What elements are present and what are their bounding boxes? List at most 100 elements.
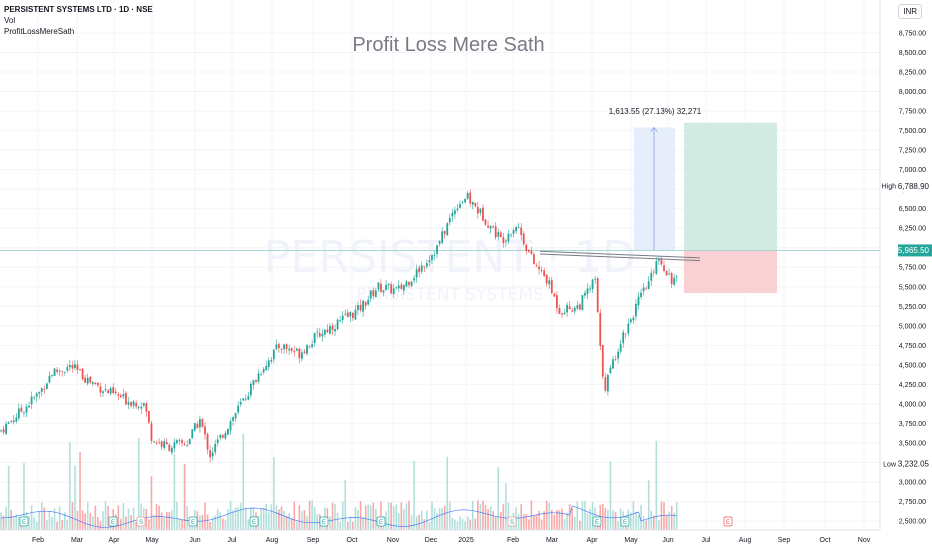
- candle-body: [619, 344, 622, 352]
- candle-body: [420, 265, 423, 272]
- candle-body: [137, 407, 140, 408]
- earnings-icon-glyph: E: [191, 520, 195, 526]
- candle-body: [247, 396, 250, 400]
- candle-body: [301, 352, 303, 359]
- candle-body: [53, 368, 56, 377]
- candle-body: [507, 233, 510, 242]
- volume-bar: [104, 501, 107, 530]
- candle-body: [150, 423, 153, 441]
- candle-body: [556, 295, 558, 309]
- volume-bar: [561, 508, 563, 530]
- volume-bar: [288, 513, 290, 530]
- candle-body: [68, 364, 71, 368]
- custom-indicator-label[interactable]: ProfitLossMereSath: [4, 27, 75, 36]
- price-axis[interactable]: 8,750.00 8,500.00 8,250.00 8,000.00 7,750.00…: [879, 0, 932, 530]
- volume-bar: [303, 510, 306, 530]
- volume-bar: [234, 507, 237, 530]
- volume-bar: [497, 467, 500, 530]
- candle-body: [487, 225, 489, 228]
- volume-bar: [617, 521, 619, 530]
- candle-body: [607, 374, 609, 392]
- volume-bar: [584, 500, 586, 530]
- volume-bar: [283, 510, 285, 530]
- volume-bar: [658, 520, 660, 530]
- candle-body: [517, 227, 520, 229]
- volume-bar: [489, 506, 492, 530]
- volume-bar: [456, 521, 459, 530]
- candle-body: [492, 226, 495, 228]
- candle-body: [527, 249, 530, 252]
- volume-bar: [33, 517, 35, 530]
- price-tick-label: 3,500.00: [899, 440, 926, 447]
- volume-bar: [48, 511, 51, 530]
- earnings-icon-glyph: E: [379, 520, 383, 526]
- currency-button[interactable]: INR: [898, 4, 922, 19]
- volume-indicator-label[interactable]: Vol: [4, 16, 16, 25]
- volume-bar: [89, 512, 92, 530]
- drawings[interactable]: [539, 250, 701, 262]
- volume-bar: [122, 502, 125, 530]
- candle-body: [229, 421, 232, 431]
- candle-body: [525, 244, 528, 251]
- volume-bar: [331, 502, 334, 530]
- axis-badge: [898, 457, 932, 470]
- candle-body: [23, 412, 25, 414]
- candle-body: [374, 290, 377, 298]
- candle-body: [578, 304, 581, 310]
- candle-body: [221, 435, 224, 438]
- candle-body: [635, 303, 637, 317]
- candle-body: [448, 217, 451, 223]
- volume-bar: [471, 500, 474, 530]
- volume-bar: [436, 512, 438, 530]
- volume-bar: [535, 514, 538, 530]
- candle-body: [142, 402, 145, 406]
- volume-bar: [474, 518, 477, 530]
- volume-bar: [306, 516, 308, 530]
- candle-body: [155, 442, 158, 444]
- candle-body: [673, 277, 676, 285]
- candle-body: [609, 367, 612, 374]
- candle-body: [176, 440, 178, 444]
- candle-body: [79, 369, 81, 370]
- candle-body: [334, 329, 336, 332]
- volume-bar: [454, 519, 456, 530]
- volume-bar: [451, 517, 454, 530]
- time-tick-label: Feb: [507, 537, 519, 544]
- candle-body: [0, 430, 2, 432]
- profit-zone: [684, 122, 777, 251]
- volume-bar: [132, 507, 135, 530]
- earnings-icon: [592, 516, 602, 527]
- volume-bar: [522, 514, 525, 530]
- volume-bar: [171, 509, 173, 530]
- volume-bar: [362, 516, 364, 530]
- candle-body: [17, 408, 20, 419]
- candle-body: [520, 227, 523, 236]
- earnings-icon: [620, 516, 630, 527]
- candle-body: [35, 393, 38, 397]
- candle-body: [675, 276, 678, 278]
- time-tick-label: Nov: [387, 537, 400, 544]
- candle-body: [260, 373, 262, 375]
- candle-body: [344, 313, 347, 315]
- volume-bar: [655, 440, 658, 530]
- time-tick-label: Oct: [347, 537, 358, 544]
- candle-body: [512, 230, 515, 234]
- candle-body: [354, 309, 357, 320]
- candle-body: [298, 348, 301, 359]
- volume-bar: [364, 505, 367, 530]
- volume-bar: [571, 508, 573, 530]
- volume-bar: [51, 516, 53, 530]
- candle-body: [308, 346, 311, 348]
- volume-bar: [30, 505, 33, 530]
- volume-bar: [640, 504, 642, 530]
- volume-bar: [290, 518, 293, 530]
- price-tick-label: 7,000.00: [899, 167, 926, 174]
- candle-body: [117, 394, 120, 396]
- symbol-title[interactable]: PERSISTENT SYSTEMS LTD · 1D · NSE: [4, 5, 153, 14]
- time-axis[interactable]: Feb Mar Apr May Jun Jul Aug Sep Oct Nov Dec 2025 Feb…: [0, 529, 880, 544]
- time-tick-label: Jun: [662, 537, 673, 544]
- candle-body: [566, 304, 568, 313]
- axis-badge: [898, 180, 932, 193]
